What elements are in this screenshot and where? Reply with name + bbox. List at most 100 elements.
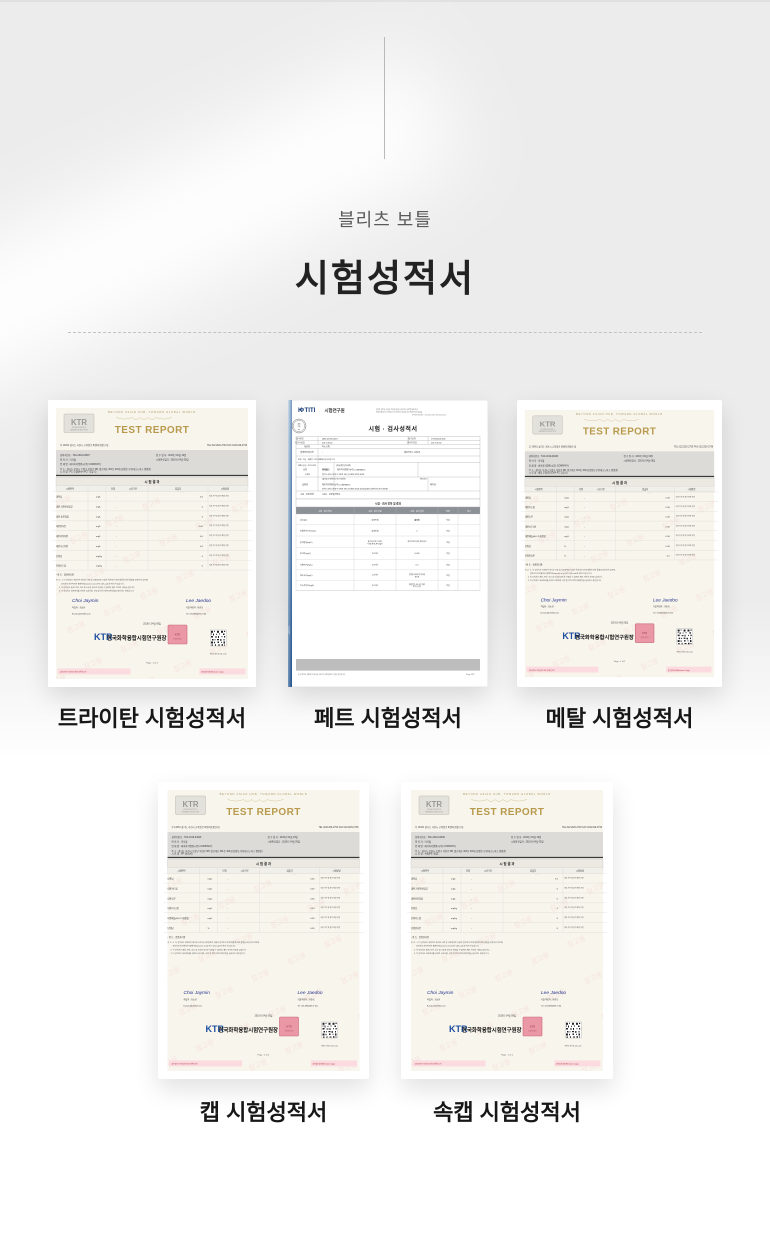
- svg-text:mg/L: mg/L: [208, 908, 214, 910]
- svg-text:mg/L: mg/L: [96, 546, 102, 548]
- svg-text:E-mail:cj0107@ktr.or.kr: E-mail:cj0107@ktr.or.kr: [541, 611, 560, 614]
- svg-text:식용 기구 및 용기·포장 규정: 식용 기구 및 용기·포장 규정: [209, 514, 229, 517]
- svg-text:%: %: [208, 928, 210, 930]
- svg-text:식용 기구 및 용기·포장 규정: 식용 기구 및 용기·포장 규정: [209, 534, 229, 537]
- svg-text:TEST REPORT: TEST REPORT: [583, 426, 656, 437]
- svg-text:식용 기구 및 용기·포장 규정: 식용 기구 및 용기·포장 규정: [676, 515, 696, 518]
- svg-text:TITI: TITI: [305, 407, 316, 414]
- svg-text:TEL 0221329-2793 FAX 0221329: TEL 0221329-2793 FAX 0221329-2796: [562, 826, 603, 829]
- svg-text:BEYOND ASIAN HUB, TOWARD GLOBA: BEYOND ASIAN HUB, TOWARD GLOBAL WORLD: [463, 792, 551, 796]
- svg-text:0.003: 0.003: [415, 553, 420, 555]
- svg-text:Choi Jaymin: Choi Jaymin: [541, 597, 567, 603]
- svg-text:공인검사성과(Electronic Copy): 공인검사성과(Electronic Copy): [313, 1063, 336, 1066]
- svg-text:Tel : 031-8800(490 0~40): Tel : 031-8800(490 0~40): [541, 1005, 562, 1007]
- svg-text:식용 기구 및 용기·포장 규정: 식용 기구 및 용기·포장 규정: [321, 877, 341, 880]
- svg-text:Choi Jaymin: Choi Jaymin: [427, 990, 454, 996]
- svg-text:공인검사성과(Electronic Copy): 공인검사성과(Electronic Copy): [668, 669, 690, 672]
- svg-text:KOTITI: KOTITI: [289, 626, 291, 633]
- svg-text:위변조 확인용 QR-code: 위변조 확인용 QR-code: [321, 1044, 338, 1047]
- svg-text:E-mail:cj0107@ktr.or.kr: E-mail:cj0107@ktr.or.kr: [184, 1004, 203, 1007]
- svg-text:한국화학융합시험연구원장: 한국화학융합시험연구원장: [219, 1026, 279, 1034]
- svg-text:위변조 확인용 QR-code: 위변조 확인용 QR-code: [564, 1044, 581, 1047]
- svg-text:식용 기구 및 용기·포장 규정: 식용 기구 및 용기·포장 규정: [676, 544, 696, 547]
- svg-text:mg/L: mg/L: [564, 536, 570, 538]
- svg-text:식용 기구 및 용기·포장 규정: 식용 기구 및 용기·포장 규정: [321, 906, 341, 909]
- svg-text:mg/kg: mg/kg: [451, 908, 458, 910]
- svg-text:%: %: [564, 546, 566, 548]
- svg-text:mg/kg: mg/kg: [451, 928, 458, 930]
- svg-text:시 험 결 과: 시 험 결 과: [256, 861, 271, 866]
- svg-text:mg/L: mg/L: [208, 879, 214, 881]
- svg-text:식용 기구 및 용기·포장 규정: 식용 기구 및 용기·포장 규정: [321, 926, 341, 929]
- svg-text:식용 기구 및 용기·포장 규정: 식용 기구 및 용기·포장 규정: [209, 505, 229, 508]
- svg-text:E-mail:cj0107@ktr.or.kr: E-mail:cj0107@ktr.or.kr: [72, 612, 91, 615]
- svg-text:식용 기구 및 용기·포장 규정: 식용 기구 및 용기·포장 규정: [321, 896, 341, 899]
- svg-text:식용 기구 및 용기·포장 규정: 식용 기구 및 용기·포장 규정: [676, 495, 696, 498]
- svg-text:공인검사성과(Electronic Copy): 공인검사성과(Electronic Copy): [201, 671, 224, 674]
- svg-text:시 험 결 과: 시 험 결 과: [612, 480, 627, 485]
- svg-text:BEYOND ASIAN HUB, TOWARD GLOBA: BEYOND ASIAN HUB, TOWARD GLOBAL WORLD: [576, 412, 663, 416]
- svg-text:공인검사성과(Electronic Copy): 공인검사성과(Electronic Copy): [556, 1063, 579, 1066]
- svg-text:Lee Jaedoo: Lee Jaedoo: [298, 990, 323, 996]
- svg-text:식용 기구 및 용기·포장 규정: 식용 기구 및 용기·포장 규정: [209, 554, 229, 557]
- svg-text:mg/kg: mg/kg: [451, 918, 458, 920]
- svg-text:Page : 1 of 1: Page : 1 of 1: [146, 663, 159, 665]
- svg-text:TEL 0221329-2793 FAX 0221329: TEL 0221329-2793 FAX 0221329-2796: [674, 445, 714, 448]
- svg-text:시 험 결 과: 시 험 결 과: [145, 479, 160, 484]
- svg-text:본 성적서는 의뢰자가 제시한 시료 및 시료정보로 시험한: 본 성적서는 의뢰자가 제시한 시료 및 시료정보로 시험한 결과입니다.: [298, 673, 346, 676]
- svg-text:Choi Jaymin: Choi Jaymin: [72, 598, 99, 604]
- svg-text:식용 기구 및 용기·포장 규정: 식용 기구 및 용기·포장 규정: [564, 926, 584, 929]
- svg-text:mg/L: mg/L: [451, 889, 457, 891]
- svg-text:검사성적서 지정성과 세부 등록일고지: 검사성적서 지정성과 세부 등록일고지: [415, 1063, 442, 1066]
- svg-text:KTR: KTR: [71, 418, 87, 427]
- svg-text:Choi Jaymin: Choi Jaymin: [184, 990, 211, 996]
- svg-text:mg/L: mg/L: [564, 526, 570, 528]
- svg-text:QB5-01900-0007: QB5-01900-0007: [322, 438, 339, 440]
- svg-text:식용 기구 및 용기·포장 규정: 식용 기구 및 용기·포장 규정: [209, 495, 229, 498]
- svg-text:KTR: KTR: [530, 1026, 535, 1029]
- svg-text:위변조 확인용 QR-code: 위변조 확인용 QR-code: [676, 651, 693, 654]
- svg-text:시 험 결 과: 시 험 결 과: [500, 861, 515, 866]
- svg-text:%: %: [564, 556, 566, 558]
- svg-text:Lee Jaedoo: Lee Jaedoo: [541, 990, 566, 996]
- svg-text:식용 기구 및 용기·포장 규정: 식용 기구 및 용기·포장 규정: [676, 534, 696, 537]
- svg-text:검사성적서 지정성과 세부 등록일고지: 검사성적서 지정성과 세부 등록일고지: [529, 669, 555, 672]
- svg-text:식용 기구 및 용기·포장 규정: 식용 기구 및 용기·포장 규정: [321, 916, 341, 919]
- svg-text:Tel : 031-8800(490 0~40): Tel : 031-8800(490 0~40): [186, 613, 207, 615]
- svg-text:mg/L: mg/L: [96, 516, 102, 518]
- svg-text:mg/L: mg/L: [96, 526, 102, 528]
- svg-text:식용 기구 및 용기·포장 규정: 식용 기구 및 용기·포장 규정: [564, 887, 584, 890]
- svg-text:mg/L: mg/L: [208, 889, 214, 891]
- svg-text:시험연구원: 시험연구원: [325, 407, 345, 414]
- svg-text:검사성적서 지정성과 세부 등록일고지: 검사성적서 지정성과 세부 등록일고지: [172, 1063, 199, 1066]
- svg-text:한국화학융합시험연구원장: 한국화학융합시험연구원장: [107, 634, 167, 642]
- svg-text:식용 기구 및 용기·포장 규정: 식용 기구 및 용기·포장 규정: [564, 896, 584, 899]
- svg-text:식용 기구 및 용기·포장 규정: 식용 기구 및 용기·포장 규정: [564, 916, 584, 919]
- svg-text:Page : 1 of 1: Page : 1 of 1: [258, 1055, 271, 1057]
- svg-text:KTR: KTR: [175, 634, 180, 637]
- svg-text:위변조 확인용 QR-code: 위변조 확인용 QR-code: [209, 652, 226, 655]
- svg-text:식용 기구 및 용기·포장 규정: 식용 기구 및 용기·포장 규정: [676, 524, 696, 527]
- svg-text:mg/L: mg/L: [564, 497, 570, 499]
- svg-text:Page 1/28: Page 1/28: [466, 674, 474, 676]
- svg-text:TEL 0221329-2793 FAX 0221329: TEL 0221329-2793 FAX 0221329-2796: [207, 444, 248, 447]
- svg-text:시험 · 검사성적서: 시험 · 검사성적서: [369, 425, 418, 433]
- svg-text:Tel : 031-8800(490 0~40): Tel : 031-8800(490 0~40): [653, 612, 673, 614]
- svg-text:한국화학융합시험연구원장: 한국화학융합시험연구원장: [462, 1026, 522, 1034]
- svg-text:0.0: 0.0: [416, 565, 419, 567]
- svg-text:KTR: KTR: [286, 1026, 291, 1029]
- svg-text:Tel : 031-8800(490 0~40): Tel : 031-8800(490 0~40): [298, 1005, 319, 1007]
- svg-text:식용 기구 및 용기·포장 규정: 식용 기구 및 용기·포장 규정: [676, 554, 696, 557]
- svg-text:mg/L: mg/L: [451, 898, 457, 900]
- svg-text:mg/L: mg/L: [208, 918, 214, 920]
- svg-text:2017.08.26: 2017.08.26: [322, 442, 333, 444]
- svg-text:TEL 0221329-2793 FAX 0221329: TEL 0221329-2793 FAX 0221329-2796: [318, 826, 359, 829]
- svg-text:mg/L: mg/L: [96, 536, 102, 538]
- svg-text:KTR: KTR: [540, 420, 556, 429]
- svg-text:mg/L: mg/L: [96, 497, 102, 499]
- svg-text:KTR: KTR: [426, 800, 442, 809]
- svg-text:식용 기구 및 용기·포장 규정: 식용 기구 및 용기·포장 규정: [564, 906, 584, 909]
- svg-text:식용 기구 및 용기·포장 규정: 식용 기구 및 용기·포장 규정: [564, 877, 584, 880]
- svg-text:TEST REPORT: TEST REPORT: [115, 425, 189, 436]
- svg-text:KTR: KTR: [182, 800, 198, 809]
